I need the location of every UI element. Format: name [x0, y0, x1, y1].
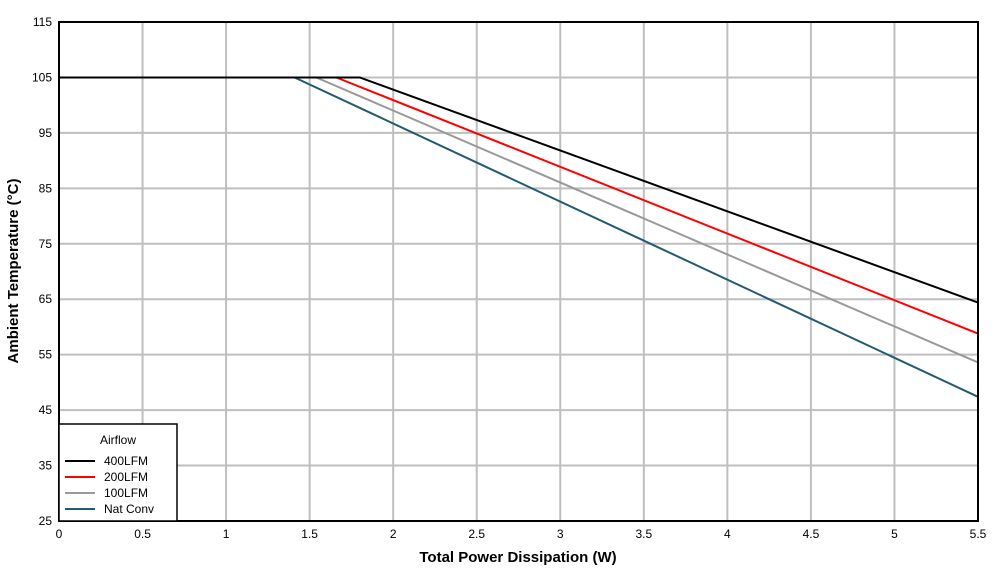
y-tick-label: 105	[32, 70, 52, 84]
legend-entry: 200LFM	[104, 470, 148, 484]
legend-entry: Nat Conv	[104, 502, 154, 516]
y-tick-label: 45	[39, 403, 53, 417]
x-tick-label: 0.5	[134, 527, 151, 541]
y-tick-label: 25	[39, 514, 53, 528]
series-line-200lfm	[59, 76, 979, 335]
y-tick-label: 75	[39, 237, 53, 251]
x-tick-label: 1	[223, 527, 230, 541]
legend-entry: 100LFM	[104, 486, 148, 500]
x-tick-label: 2.5	[468, 527, 485, 541]
x-tick-label: 4.5	[803, 527, 820, 541]
x-tick-label: 1.5	[301, 527, 318, 541]
y-tick-label: 55	[39, 348, 53, 362]
x-tick-label: 3	[557, 527, 564, 541]
x-tick-label: 3.5	[635, 527, 652, 541]
y-axis-label: Ambient Temperature (°C)	[5, 179, 22, 364]
series-line-100lfm	[59, 76, 979, 364]
y-tick-label: 115	[33, 15, 52, 29]
y-tick-label: 95	[39, 126, 53, 140]
series-line-400lfm	[59, 76, 979, 304]
x-tick-label: 5	[891, 527, 898, 541]
x-tick-label: 2	[390, 527, 397, 541]
legend-entry: 400LFM	[104, 454, 148, 468]
x-tick-label: 4	[724, 527, 731, 541]
series-line-nat-conv	[59, 76, 979, 398]
legend: Airflow 400LFM 200LFM 100LFM Nat Conv	[58, 423, 178, 522]
x-tick-label: 5.5	[970, 527, 987, 541]
y-tick-label: 35	[39, 459, 53, 473]
y-tick-label: 65	[39, 292, 53, 306]
legend-title: Airflow	[100, 433, 136, 447]
x-axis-label: Total Power Dissipation (W)	[419, 549, 616, 566]
plot-border	[58, 21, 979, 522]
y-tick-label: 85	[39, 181, 53, 195]
x-tick-label: 0	[56, 527, 63, 541]
